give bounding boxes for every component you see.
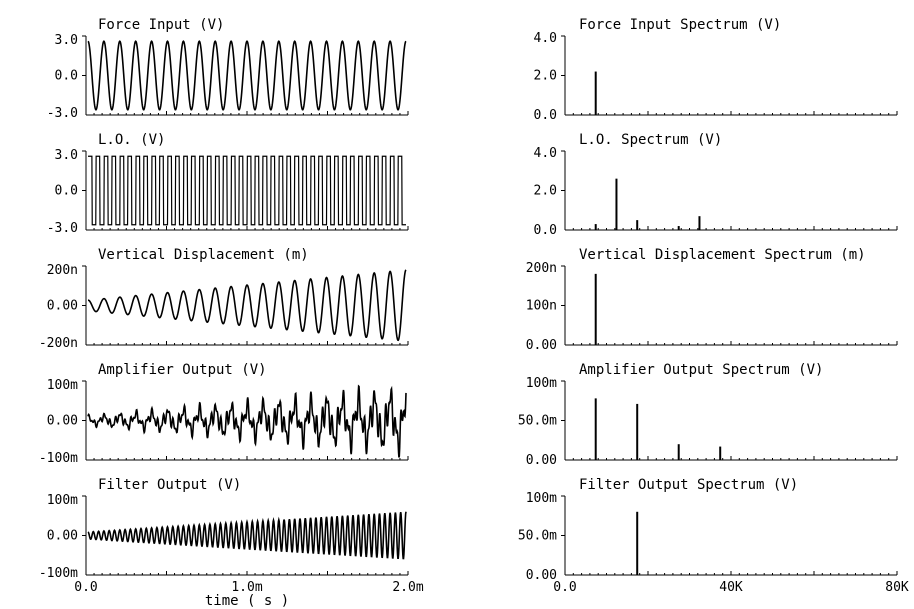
y-tick-label: 100m <box>526 376 557 391</box>
plot-panel: L.O. (V) 3.0 0.0 -3.0 <box>47 132 409 236</box>
series-line <box>88 155 406 226</box>
y-tick-label: 200n <box>526 261 557 276</box>
x-tick-label: 0.0 <box>553 580 576 595</box>
y-tick-label: 100m <box>526 491 557 506</box>
plot-panel: Amplifier Output (V) 100m 0.00 -100m <box>39 362 409 466</box>
y-tick-label: -3.0 <box>47 106 78 121</box>
panel-title: L.O. (V) <box>98 132 165 148</box>
y-tick-label: 0.00 <box>526 338 557 353</box>
y-tick-label: 4.0 <box>534 146 557 161</box>
y-tick-label: 3.0 <box>55 148 78 163</box>
series-line <box>87 384 407 458</box>
y-tick-label: 0.00 <box>47 529 78 544</box>
x-axis-label: time ( s ) <box>205 593 289 609</box>
x-tick-label: 80K <box>885 580 909 595</box>
y-tick-label: -100m <box>39 451 78 466</box>
panel-title: Amplifier Output Spectrum (V) <box>579 362 823 378</box>
x-tick-label: 2.0m <box>392 580 423 595</box>
y-tick-label: 0.0 <box>534 223 557 238</box>
panel-title: Force Input (V) <box>98 17 224 33</box>
panel-title: Force Input Spectrum (V) <box>579 17 781 33</box>
plot-panel: Vertical Displacement Spectrum (m) 200n 10… <box>526 247 898 353</box>
y-tick-label: 0.0 <box>534 108 557 123</box>
y-tick-label: 0.00 <box>526 568 557 583</box>
panel-title: Vertical Displacement (m) <box>98 247 309 263</box>
panel-title: Filter Output Spectrum (V) <box>579 477 798 493</box>
y-tick-label: 100n <box>526 299 557 314</box>
panel-title: Filter Output (V) <box>98 477 241 493</box>
y-tick-label: 4.0 <box>534 31 557 46</box>
plot-panel: Filter Output Spectrum (V) 100m 50.0m 0.000… <box>518 477 909 595</box>
series-line <box>87 511 407 560</box>
y-tick-label: 0.00 <box>47 299 78 314</box>
y-tick-label: 200n <box>47 263 78 278</box>
panel-title: Amplifier Output (V) <box>98 362 267 378</box>
plot-panel: Force Input (V) 3.0 0.0 -3.0 <box>47 17 409 121</box>
y-tick-label: 3.0 <box>55 33 78 48</box>
x-tick-label: 0.0 <box>74 580 97 595</box>
y-tick-label: 0.00 <box>47 414 78 429</box>
plot-panel: L.O. Spectrum (V) 4.0 2.0 0.0 <box>534 132 898 238</box>
panel-title: L.O. Spectrum (V) <box>579 132 722 148</box>
y-tick-label: 2.0 <box>534 69 557 84</box>
y-tick-label: 100m <box>47 493 78 508</box>
y-tick-label: 50.0m <box>518 414 557 429</box>
series-line <box>87 40 407 111</box>
x-tick-label: 40K <box>719 580 743 595</box>
x-tick-label: 1.0m <box>231 580 262 595</box>
y-tick-label: 50.0m <box>518 529 557 544</box>
y-tick-label: -100m <box>39 566 78 581</box>
y-tick-label: 0.00 <box>526 453 557 468</box>
y-tick-label: 0.0 <box>55 184 78 199</box>
y-tick-label: 0.0 <box>55 69 78 84</box>
y-tick-label: 100m <box>47 378 78 393</box>
plot-panel: Amplifier Output Spectrum (V) 100m 50.0m 0.… <box>518 362 898 468</box>
panel-title: Vertical Displacement Spectrum (m) <box>579 247 866 263</box>
y-tick-label: -3.0 <box>47 221 78 236</box>
plot-panel: Vertical Displacement (m) 200n 0.00 -200n <box>39 247 409 351</box>
series-line <box>87 269 407 342</box>
y-tick-label: -200n <box>39 336 78 351</box>
plot-panel: Force Input Spectrum (V) 4.0 2.0 0.0 <box>534 17 898 123</box>
y-tick-label: 2.0 <box>534 184 557 199</box>
